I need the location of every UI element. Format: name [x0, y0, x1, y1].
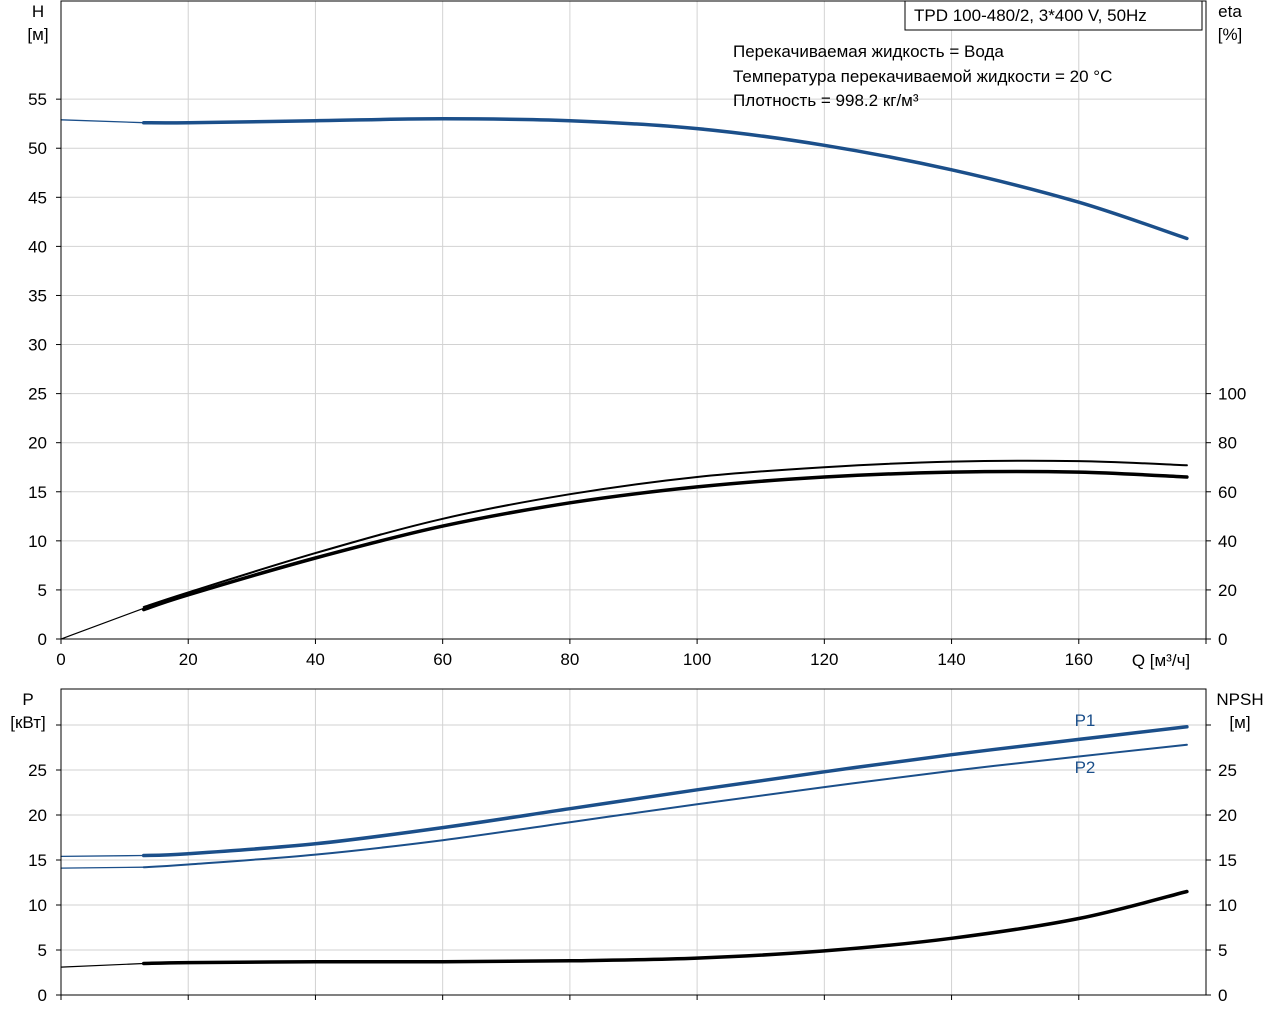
pump-model-box: [904, 0, 1203, 31]
bottom-panel-frame: [60, 688, 1207, 996]
top-panel-frame: [60, 0, 1207, 640]
top-panel-grid: [61, 1, 1206, 639]
series-label-p2: P2: [1075, 758, 1096, 777]
series-line-top-1: [60, 119, 145, 124]
p-axis-unit: [кВт]: [10, 713, 45, 732]
y2-tick-label: 25: [1218, 761, 1237, 780]
y-tick-label: 25: [28, 761, 47, 780]
y-tick-label: 35: [28, 286, 47, 305]
y-tick-label: 5: [38, 581, 47, 600]
x-tick-label: 120: [810, 650, 838, 669]
npsh-axis-label: NPSH: [1216, 690, 1263, 709]
y-tick-label: 0: [38, 630, 47, 649]
bottom-panel-grid: [61, 689, 1206, 995]
x-tick-label: 40: [306, 650, 325, 669]
y2-tick-label: 20: [1218, 581, 1237, 600]
x-tick-label: 0: [56, 650, 65, 669]
series-line-top-4: [60, 607, 145, 640]
top-panel-curves: [60, 117, 1189, 640]
series-line-p2: [142, 743, 1188, 869]
x-tick-label: 100: [683, 650, 711, 669]
x-tick-label: 140: [937, 650, 965, 669]
series-line-top-2: [142, 459, 1188, 609]
eta-axis-unit: [%]: [1218, 25, 1243, 44]
x-tick-label: 20: [179, 650, 198, 669]
y-tick-label: 20: [28, 806, 47, 825]
y-tick-label: 45: [28, 188, 47, 207]
bottom-panel-ticks: 0 5 10 15 20 25 0 5 10 15 20 25: [28, 724, 1237, 1005]
eta-axis-label: eta: [1218, 2, 1242, 21]
y-tick-label: 30: [28, 336, 47, 355]
y-tick-label: 25: [28, 385, 47, 404]
npsh-axis-unit: [м]: [1229, 713, 1250, 732]
y2-tick-label: 40: [1218, 532, 1237, 551]
y2-tick-label: 100: [1218, 385, 1246, 404]
h-axis-unit: [м]: [27, 25, 48, 44]
y2-tick-label: 5: [1218, 941, 1227, 960]
series-label-p1: P1: [1075, 711, 1096, 730]
q-axis-label: Q [м³/ч]: [1132, 651, 1190, 670]
y-tick-label: 15: [28, 483, 47, 502]
top-panel-ticks: 0 5 10 15 20 25 30 35 40 45 50 55 0 20 40 60 80 100 0 20 40 6…: [28, 90, 1246, 669]
info-line-temperature: Температура перекачиваемой жидкости = 20…: [733, 67, 1112, 86]
info-line-fluid: Перекачиваемая жидкость = Вода: [733, 42, 1004, 61]
x-tick-label: 80: [560, 650, 579, 669]
series-line-bottom-5: [60, 962, 145, 968]
y-tick-label: 15: [28, 851, 47, 870]
y2-tick-label: 0: [1218, 986, 1227, 1005]
series-line-bottom-3: [60, 866, 145, 869]
y2-tick-label: 20: [1218, 806, 1237, 825]
series-line-bottom-4: [141, 889, 1189, 966]
series-line-top-0: [141, 117, 1189, 241]
series-line-p1: [141, 725, 1189, 858]
y-tick-label: 5: [38, 941, 47, 960]
x-tick-label: 160: [1065, 650, 1093, 669]
h-axis-label: H: [32, 2, 44, 21]
y2-tick-label: 15: [1218, 851, 1237, 870]
y-tick-label: 50: [28, 139, 47, 158]
y2-tick-label: 0: [1218, 630, 1227, 649]
y2-tick-label: 60: [1218, 483, 1237, 502]
y-tick-label: 55: [28, 90, 47, 109]
y-tick-label: 20: [28, 434, 47, 453]
pump-model-title: TPD 100-480/2, 3*400 V, 50Hz: [914, 6, 1147, 25]
y-tick-label: 40: [28, 237, 47, 256]
y-tick-label: 10: [28, 896, 47, 915]
x-tick-label: 60: [433, 650, 452, 669]
y-tick-label: 0: [38, 986, 47, 1005]
bottom-panel-curves: [60, 725, 1189, 968]
info-line-density: Плотность = 998.2 кг/м³: [733, 91, 919, 110]
y-tick-label: 10: [28, 532, 47, 551]
y2-tick-label: 80: [1218, 434, 1237, 453]
y2-tick-label: 10: [1218, 896, 1237, 915]
series-line-top-3: [141, 469, 1189, 612]
p-axis-label: P: [22, 690, 33, 709]
series-line-bottom-2: [60, 854, 145, 858]
